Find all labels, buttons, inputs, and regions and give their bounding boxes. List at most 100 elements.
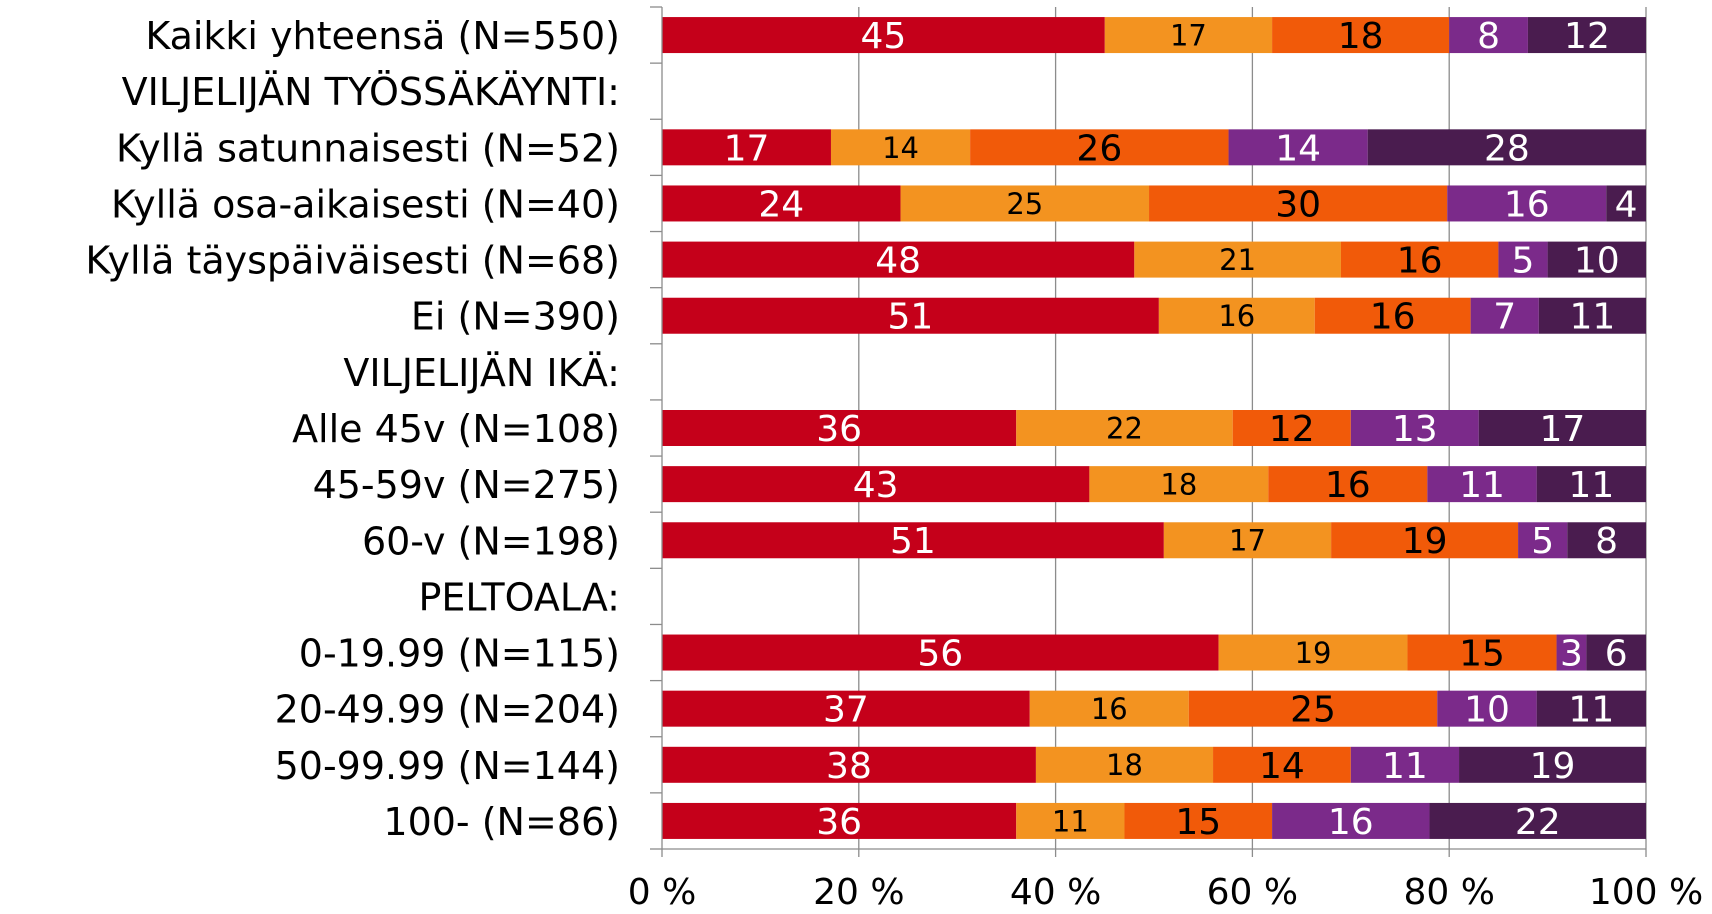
data-label: 19	[1530, 746, 1576, 787]
bar-segment	[1134, 241, 1341, 278]
bar-segment	[1089, 466, 1269, 503]
bar-segment	[662, 185, 901, 222]
data-label: 25	[1290, 690, 1336, 731]
category-label: 100- (N=86)	[383, 800, 620, 844]
bar-segment	[1556, 634, 1587, 671]
data-label: 21	[1219, 243, 1256, 277]
bar-segment	[1188, 690, 1438, 727]
bar-segment	[1016, 802, 1125, 839]
bar-segment	[1538, 297, 1646, 334]
bar-segment	[1547, 241, 1646, 278]
x-tick-label: 60 %	[1207, 872, 1298, 913]
data-label: 16	[1218, 299, 1255, 333]
bar-segment	[662, 466, 1090, 503]
bars	[662, 17, 1646, 839]
data-label: 6	[1605, 633, 1628, 674]
data-label: 37	[823, 690, 869, 731]
category-label: 45-59v (N=275)	[313, 463, 620, 507]
data-label: 12	[1564, 16, 1610, 57]
bar-segment	[1427, 466, 1537, 503]
data-label: 16	[1370, 297, 1416, 338]
data-label: 18	[1338, 16, 1384, 57]
data-label: 15	[1459, 633, 1505, 674]
bar-segment	[1163, 522, 1332, 559]
bar-segment	[1567, 522, 1646, 559]
category-label: Kaikki yhteensä (N=550)	[145, 14, 620, 58]
bar-segment	[1478, 410, 1646, 446]
bar-segment	[662, 802, 1017, 839]
bar-segment	[1124, 802, 1273, 839]
data-label: 36	[816, 802, 862, 843]
bar-segment	[662, 129, 831, 166]
category-label: PELTOALA:	[419, 575, 621, 619]
bar-segment	[1606, 185, 1646, 222]
data-label: 26	[1076, 128, 1122, 169]
bar-segment	[1340, 241, 1499, 278]
data-label: 16	[1325, 465, 1371, 506]
data-label: 38	[826, 746, 872, 787]
bar-segment	[1104, 17, 1273, 54]
bar-segment	[1272, 17, 1450, 54]
data-label: 11	[1568, 690, 1614, 731]
category-label: Kyllä osa-aikaisesti (N=40)	[111, 182, 620, 226]
x-tick-label: 100 %	[1589, 872, 1703, 913]
data-label: 30	[1275, 184, 1321, 225]
data-label: 3	[1560, 633, 1583, 674]
bar-segment	[662, 297, 1159, 334]
data-label: 17	[1539, 409, 1585, 450]
bar-segment	[1536, 466, 1646, 503]
data-label: 15	[1175, 802, 1221, 843]
data-label: 51	[888, 297, 934, 338]
bar-segment	[1272, 802, 1430, 839]
data-label: 19	[1402, 521, 1448, 562]
data-label: 48	[875, 241, 921, 282]
category-label: Kyllä täyspäiväisesti (N=68)	[85, 239, 620, 283]
category-label: 20-49.99 (N=204)	[275, 688, 620, 732]
x-tick-label: 20 %	[813, 872, 904, 913]
x-tick-label: 0 %	[628, 872, 697, 913]
data-label: 11	[1568, 465, 1614, 506]
data-label: 14	[1275, 128, 1321, 169]
data-label: 12	[1269, 409, 1315, 450]
category-label: VILJELIJÄN TYÖSSÄKÄYNTI:	[122, 70, 620, 114]
bar-segment	[1350, 410, 1479, 446]
category-label: 0-19.99 (N=115)	[299, 632, 620, 676]
bar-segment	[1407, 634, 1557, 671]
bar-segment	[1228, 129, 1368, 166]
data-label: 51	[890, 521, 936, 562]
category-label: VILJELIJÄN IKÄ:	[343, 351, 620, 395]
bar-segment	[1536, 690, 1646, 727]
category-label: Alle 45v (N=108)	[292, 407, 620, 451]
bar-segment	[1498, 241, 1548, 278]
data-label: 16	[1328, 802, 1374, 843]
data-label: 14	[1259, 746, 1305, 787]
data-label: 17	[724, 128, 770, 169]
data-label: 10	[1464, 690, 1510, 731]
bar-segment	[1314, 297, 1471, 334]
bar-segment	[1331, 522, 1519, 559]
data-label: 17	[1229, 524, 1266, 558]
bar-segment	[900, 185, 1150, 222]
bar-segment	[662, 17, 1105, 54]
data-label: 18	[1106, 748, 1143, 782]
data-label: 24	[758, 184, 804, 225]
data-label: 18	[1160, 468, 1197, 502]
data-label: 43	[853, 465, 899, 506]
bar-segment	[1350, 746, 1460, 783]
data-label: 16	[1397, 241, 1443, 282]
data-label: 16	[1504, 184, 1550, 225]
bar-segment	[662, 690, 1030, 727]
bar-segment	[662, 522, 1164, 559]
bar-segment	[1035, 746, 1214, 783]
bar-segment	[1459, 746, 1646, 783]
data-label: 22	[1106, 411, 1143, 445]
data-label: 11	[1459, 465, 1505, 506]
category-label: Kyllä satunnaisesti (N=52)	[116, 126, 620, 170]
bar-segment	[1447, 185, 1607, 222]
bar-segment	[1449, 17, 1528, 54]
category-label: 50-99.99 (N=144)	[275, 744, 620, 788]
data-label: 4	[1615, 184, 1638, 225]
category-label: 60-v (N=198)	[362, 519, 620, 563]
data-label: 5	[1531, 521, 1554, 562]
